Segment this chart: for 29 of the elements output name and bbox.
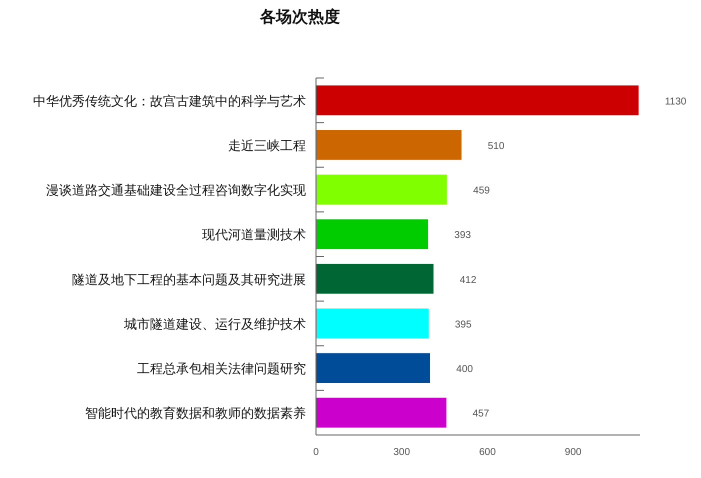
y-tick-label: 城市隧道建设、运行及维护技术 xyxy=(123,316,306,332)
x-tick-label: 600 xyxy=(479,447,496,458)
bar xyxy=(316,308,430,339)
x-tick-label: 300 xyxy=(393,447,410,458)
data-label: 400 xyxy=(456,364,474,376)
bar xyxy=(316,352,431,384)
data-label: 459 xyxy=(473,186,490,197)
chart-title: 各场次热度 xyxy=(259,7,340,26)
data-label: 395 xyxy=(454,319,472,330)
bar xyxy=(316,130,462,160)
x-tick-label: 0 xyxy=(313,447,320,458)
bar xyxy=(316,397,447,428)
bar xyxy=(316,174,448,205)
bar xyxy=(316,263,434,294)
y-tick-label: 现代河道量测技术 xyxy=(202,227,306,242)
data-label: 457 xyxy=(472,408,490,420)
bar xyxy=(316,84,640,116)
y-tick-label: 工程总承包相关法律问题研究 xyxy=(137,361,306,376)
data-label: 393 xyxy=(454,230,472,242)
y-tick-label: 智能时代的教育数据和教师的数据素养 xyxy=(85,406,306,421)
bar xyxy=(316,218,429,250)
x-tick-label: 900 xyxy=(564,447,582,458)
y-tick-label: 中华优秀传统文化：故宫古建筑中的科学与艺术 xyxy=(33,93,306,108)
y-tick-label: 隧道及地下工程的基本问题及其研究进展 xyxy=(72,272,306,287)
y-tick-label: 漫谈道路交通基础建设全过程咨询数字化实现 xyxy=(46,182,306,198)
data-label: 412 xyxy=(460,274,477,286)
data-label: 510 xyxy=(488,140,505,152)
data-label: 1130 xyxy=(664,96,687,108)
y-tick-label: 走近三峡工程 xyxy=(228,138,306,153)
